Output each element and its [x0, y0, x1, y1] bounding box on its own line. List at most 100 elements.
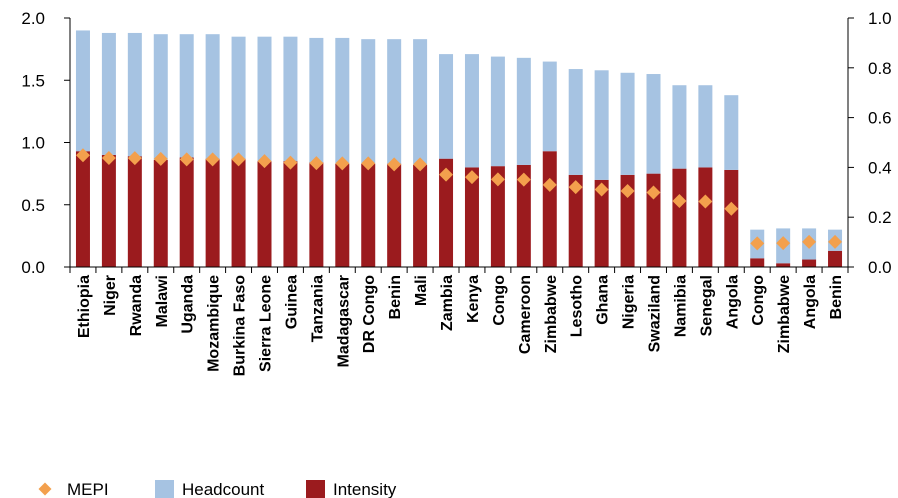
category-label: Swaziland [647, 275, 664, 352]
category-label: Namibia [672, 275, 689, 337]
headcount-bar [127, 32, 142, 157]
category-label: Congo [491, 275, 508, 326]
headcount-bar [464, 54, 479, 168]
category-label: Zimbabwe [543, 275, 560, 353]
category-label: Madagascar [335, 275, 352, 368]
headcount-bar [309, 37, 324, 163]
headcount-bar [724, 95, 739, 170]
headcount-bar [335, 37, 350, 164]
intensity-bar [464, 167, 479, 267]
intensity-bar [828, 250, 843, 267]
mepi-marker [283, 155, 298, 170]
category-label: Tanzania [309, 275, 326, 342]
mepi-marker [828, 234, 843, 249]
category-label: Mozambique [206, 275, 223, 372]
headcount-bar [257, 36, 272, 162]
headcount-bar [672, 85, 687, 169]
category-label: Zimbabwe [776, 275, 793, 353]
headcount-bar [101, 32, 116, 155]
category-labels-layer: Ethiopia Niger Rwanda Malawi Uganda Mozambiqu… [76, 275, 845, 377]
legend-intensity-label: Intensity [333, 480, 397, 498]
right-tick-label: 1.0 [868, 9, 892, 28]
headcount-bar [179, 34, 194, 158]
headcount-bar [646, 74, 661, 174]
category-label: Kenya [465, 275, 482, 323]
mepi-marker [179, 152, 194, 167]
headcount-bar [594, 70, 609, 180]
mepi-marker [413, 157, 428, 172]
intensity-bar [101, 154, 116, 267]
left-tick-label: 0.5 [21, 196, 45, 215]
axes-layer: 0.0 0.5 1.0 1.5 2.0 0.0 0.2 0.4 0.6 0.8 1.0 [21, 9, 891, 277]
headcount-bar [387, 39, 402, 164]
intensity-bar [283, 161, 298, 267]
intensity-bar [153, 159, 168, 267]
intensity-bar [620, 174, 635, 267]
intensity-bar [387, 163, 402, 267]
mepi-marker [335, 156, 350, 171]
intensity-bar [413, 164, 428, 267]
right-tick-label: 0.2 [868, 208, 892, 227]
headcount-bar [542, 61, 557, 152]
mepi-marker [153, 151, 168, 166]
intensity-bar [724, 169, 739, 267]
intensity-bar [568, 174, 583, 267]
category-label: Zambia [439, 275, 456, 331]
headcount-bar [283, 36, 298, 162]
mepi-marker [516, 172, 531, 187]
intensity-bar [672, 168, 687, 267]
legend-headcount-label: Headcount [182, 480, 265, 498]
intensity-bar [361, 163, 376, 267]
left-tick-label: 1.0 [21, 134, 45, 153]
mepi-marker [490, 172, 505, 187]
headcount-bar [361, 39, 376, 164]
mepi-marker [646, 185, 661, 200]
mepi-marker [205, 152, 220, 167]
mepi-marker [257, 154, 272, 169]
category-label: Benin [387, 275, 404, 319]
mepi-marker [724, 201, 739, 216]
right-tick-label: 0.8 [868, 59, 892, 78]
mepi-marker [594, 182, 609, 197]
intensity-bar [231, 158, 246, 267]
category-label: Mali [413, 275, 430, 306]
headcount-bar [153, 34, 168, 160]
intensity-bar [750, 258, 765, 267]
intensity-bar [802, 259, 817, 267]
left-tick-label: 0.0 [21, 258, 45, 277]
legend-mepi-swatch [38, 482, 52, 496]
left-tick-label: 1.5 [21, 71, 45, 90]
mepi-marker [802, 234, 817, 249]
mepi-marker [750, 236, 765, 251]
intensity-bar [127, 156, 142, 267]
mepi-marker [231, 152, 246, 167]
intensity-bar [776, 263, 791, 267]
intensity-bar [439, 158, 454, 267]
headcount-bar [205, 34, 220, 159]
mepi-marker [309, 156, 324, 171]
intensity-bar [257, 161, 272, 267]
category-label: Benin [828, 275, 845, 319]
mepi-markers-layer [75, 148, 843, 251]
headcount-bar [568, 69, 583, 175]
headcount-bar [231, 36, 246, 159]
intensity-bar [698, 167, 713, 267]
legend-intensity-swatch [306, 480, 325, 498]
category-label: Burkina Faso [232, 275, 249, 377]
left-tick-label: 2.0 [21, 9, 45, 28]
category-label: Lesotho [569, 275, 586, 337]
mepi-marker [620, 184, 635, 199]
category-label: Cameroon [517, 275, 534, 354]
mepi-marker [698, 194, 713, 209]
headcount-bar [698, 85, 713, 168]
headcount-bar [413, 39, 428, 165]
legend-mepi-label: MEPI [67, 480, 109, 498]
mepi-marker [568, 180, 583, 195]
mepi-marker [672, 194, 687, 209]
mepi-marker [464, 170, 479, 185]
category-label: Congo [750, 275, 767, 326]
right-tick-label: 0.0 [868, 258, 892, 277]
category-label: Ethiopia [76, 275, 93, 338]
category-label: Senegal [698, 275, 715, 336]
